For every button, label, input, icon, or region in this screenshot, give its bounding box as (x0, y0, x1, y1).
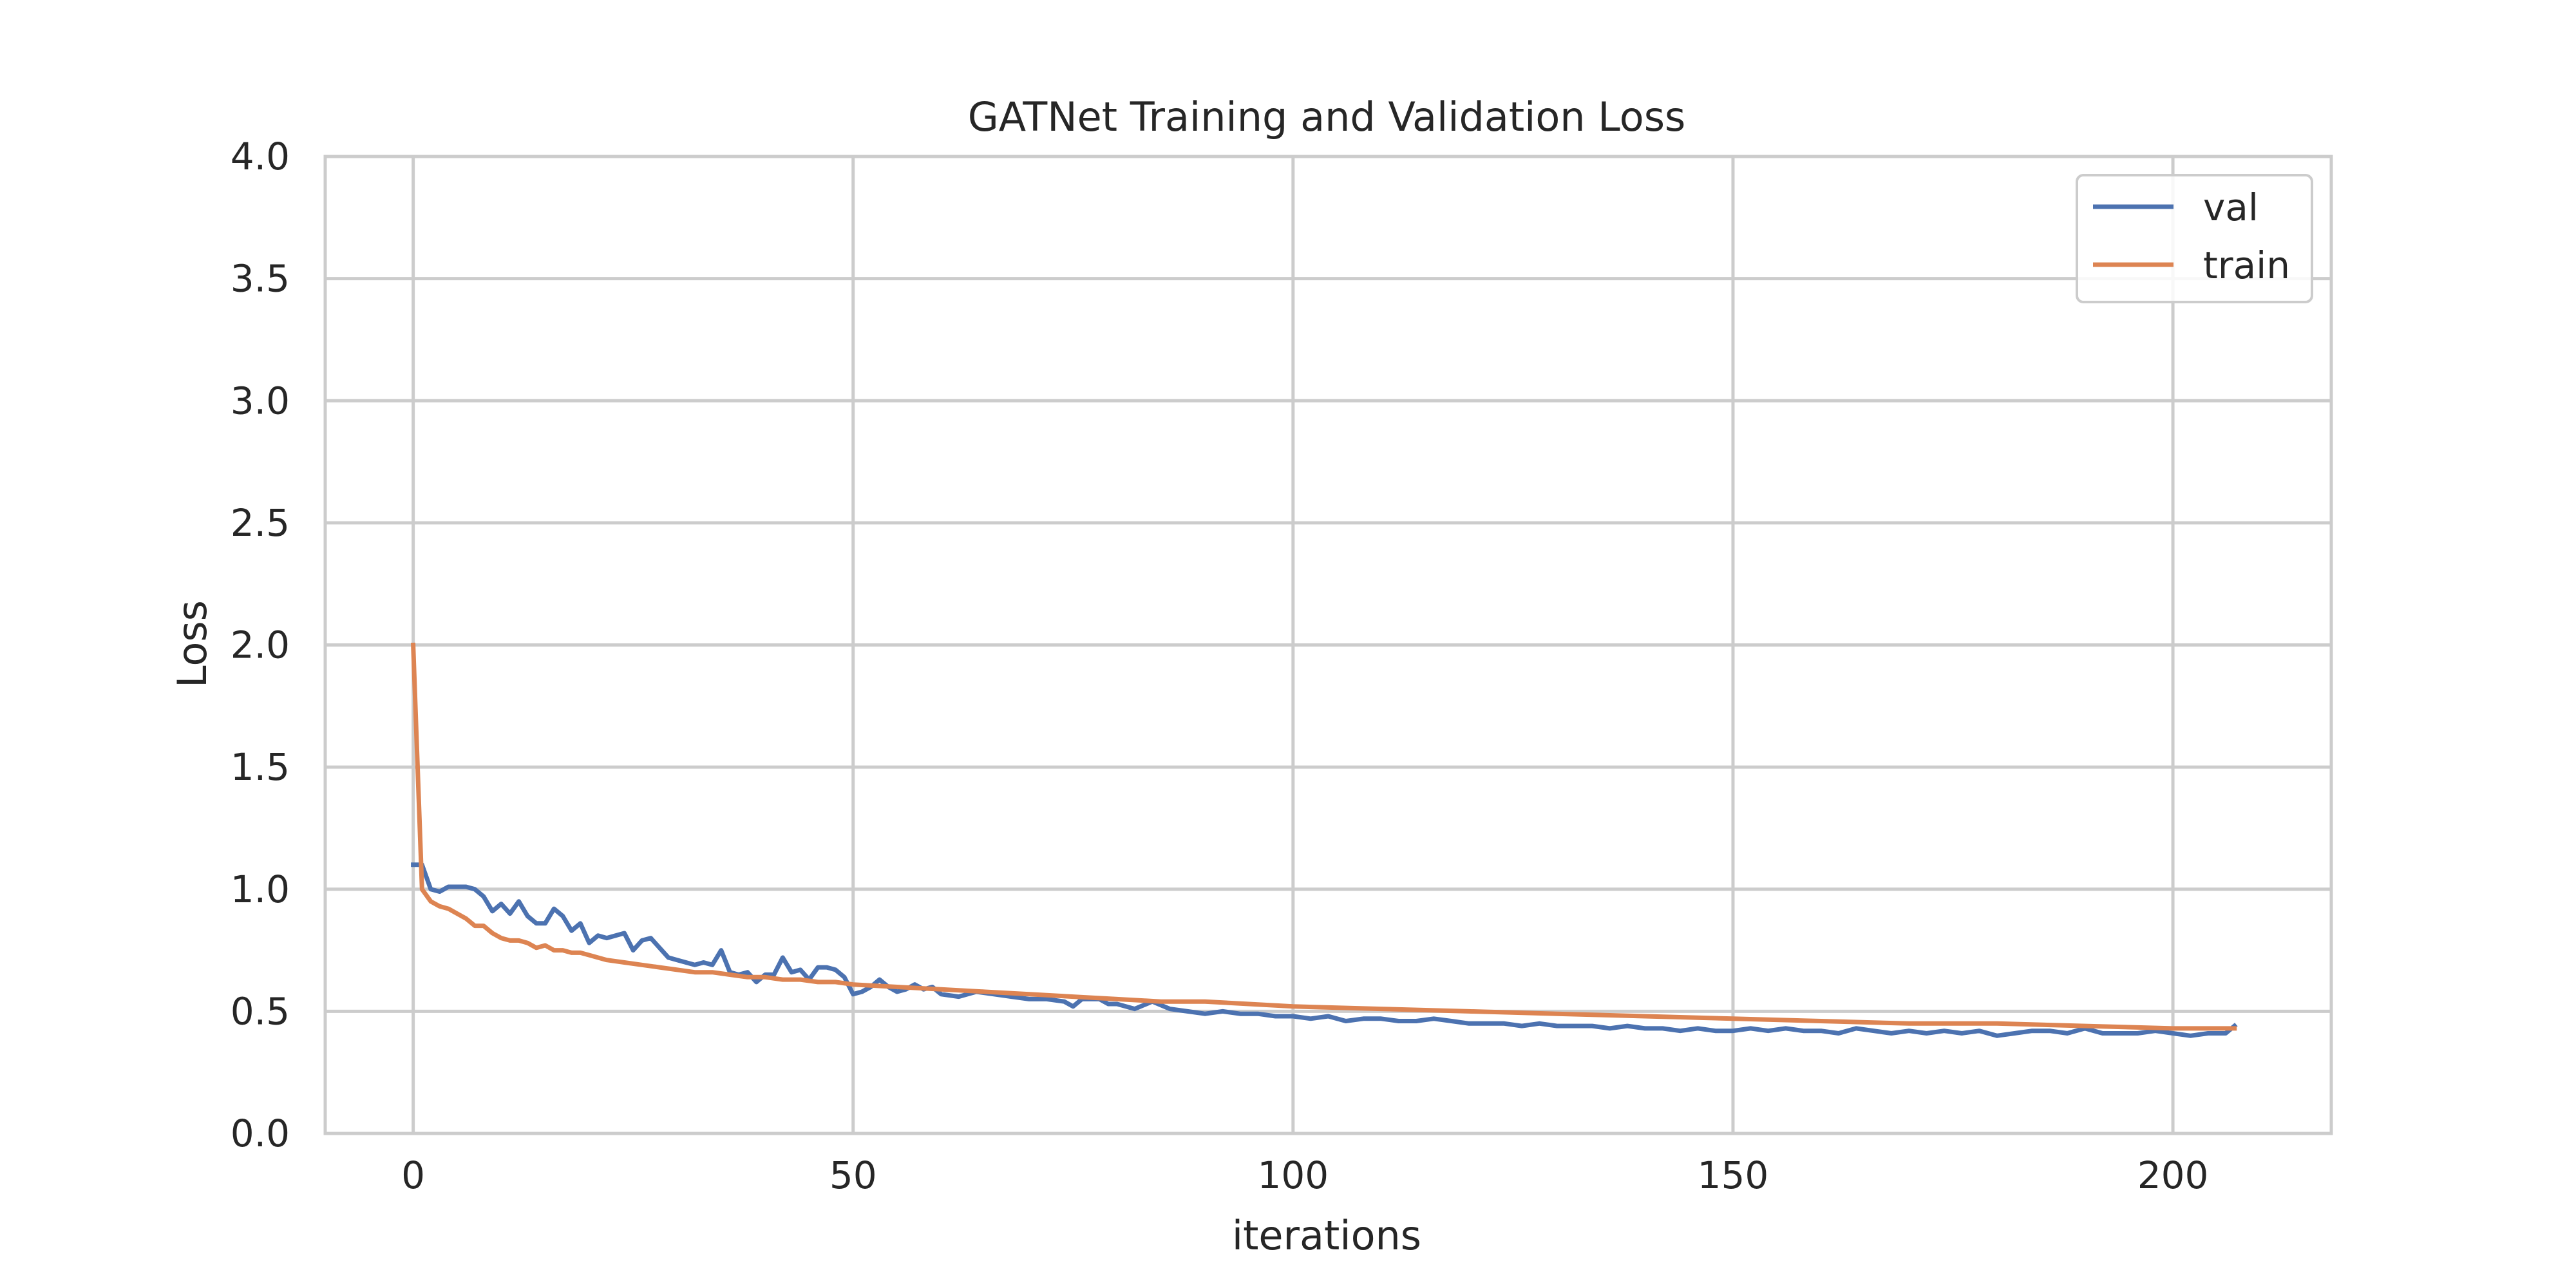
x-tick-label: 150 (1698, 1153, 1769, 1197)
legend: val train (2076, 174, 2313, 303)
x-tick-label: 100 (1257, 1153, 1329, 1197)
x-tick-label: 0 (401, 1153, 425, 1197)
chart-title: GATNet Training and Validation Loss (968, 93, 1686, 140)
x-tick-label: 50 (829, 1153, 877, 1197)
legend-label-val: val (2203, 185, 2259, 229)
y-axis-label: Loss (169, 600, 216, 688)
series-layer (410, 642, 2238, 1038)
y-tick-label: 1.5 (231, 745, 290, 789)
y-tick-label: 4.0 (231, 135, 290, 178)
y-tick-label: 2.0 (231, 623, 290, 667)
y-tick-label: 0.5 (231, 989, 290, 1033)
y-tick-label: 3.5 (231, 257, 290, 301)
x-axis-label: iterations (1232, 1212, 1421, 1259)
y-tick-label: 2.5 (231, 501, 290, 545)
y-tick-label: 0.0 (231, 1112, 290, 1155)
x-tick-label: 200 (2137, 1153, 2209, 1197)
tick-labels: 0 50 100 150 200 0.0 0.5 1.0 1.5 2.0 2.5 3.0 3.5 4.0 (231, 135, 2209, 1197)
series-line-val (411, 862, 2238, 1038)
plot-frame (323, 155, 2333, 1135)
legend-label-train: train (2203, 243, 2290, 287)
y-tick-label: 3.0 (231, 379, 290, 422)
series-line-train (410, 642, 2237, 1031)
y-tick-label: 1.0 (231, 867, 290, 911)
